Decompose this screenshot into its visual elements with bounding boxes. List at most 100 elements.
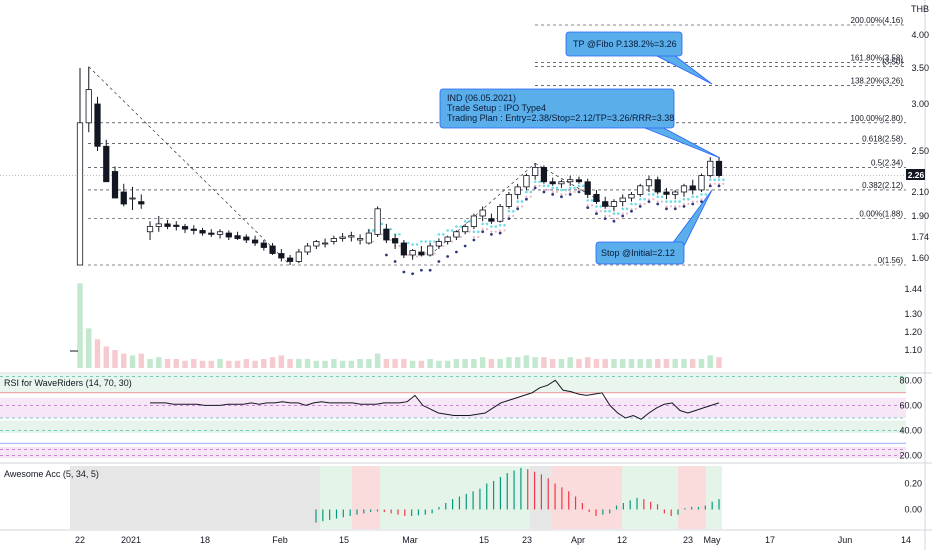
fib-label: 138.20%(3.26) — [851, 76, 904, 85]
volume-bar — [471, 359, 477, 368]
pink-dot — [709, 182, 712, 185]
tp-callout-text: TP @Fibo P.138.2%=3.26 — [573, 39, 677, 49]
cyan-dot — [713, 178, 716, 181]
candle-body — [523, 175, 530, 188]
pink-dot — [617, 217, 620, 220]
fib-label: 200.00%(4.16) — [851, 16, 904, 25]
candle-body — [672, 191, 679, 195]
candle-body — [313, 241, 320, 247]
stop-callout[interactable]: Stop @Initial=2.12 — [595, 189, 713, 265]
ao-bg-green — [380, 466, 530, 529]
candle-body — [190, 228, 197, 231]
volume-bar — [602, 359, 608, 368]
candle-body — [356, 238, 364, 241]
navy-dot — [665, 207, 668, 211]
cyan-dot — [498, 223, 502, 227]
candle-body — [76, 122, 84, 266]
rsi-line — [150, 379, 720, 420]
candle-body — [120, 191, 127, 205]
cyan-dot — [529, 190, 533, 194]
pink-dot — [472, 235, 476, 239]
volume-bar — [129, 355, 136, 368]
time-tick-label: 22 — [75, 535, 85, 545]
cyan-dot — [682, 197, 686, 201]
time-tick-label: 2021 — [121, 535, 141, 545]
candle-body — [234, 235, 241, 239]
volume-bar — [199, 360, 206, 368]
cyan-dot — [708, 178, 712, 181]
cyan-dot — [599, 205, 603, 208]
candle-body — [260, 242, 267, 248]
pink-dot — [691, 200, 694, 203]
pink-dot — [577, 188, 581, 192]
cyan-dot — [389, 227, 393, 231]
cyan-dot — [511, 209, 515, 213]
pink-dot — [450, 240, 454, 243]
candle-body — [208, 232, 215, 235]
volume-bar — [103, 346, 109, 368]
volume-bar — [287, 359, 293, 368]
volume-bar — [147, 359, 153, 368]
pink-dot — [433, 252, 436, 255]
volume-tick-label: 1.20 — [904, 327, 922, 337]
candle-body — [339, 236, 346, 239]
volume-bar — [506, 357, 512, 368]
candle-body — [111, 171, 119, 199]
pink-dot — [630, 207, 633, 210]
candle-body — [94, 103, 101, 147]
cyan-dot — [450, 229, 454, 232]
swing-line — [429, 163, 536, 256]
pink-dot — [595, 210, 598, 213]
cyan-dot — [472, 230, 476, 234]
plan-callout[interactable]: IND (06.05.2021) Trade Setup : IPO Type4… — [439, 88, 721, 159]
pink-dot — [722, 182, 725, 185]
candle-body — [654, 179, 661, 193]
candle-body — [85, 89, 92, 124]
pink-dot — [485, 228, 489, 231]
candle-body — [374, 208, 381, 235]
volume-bar — [523, 355, 530, 368]
pink-dot — [503, 229, 506, 232]
volume-bar — [488, 359, 495, 368]
navy-dot — [393, 260, 397, 263]
candle-body — [532, 166, 539, 176]
candle-body — [575, 179, 583, 183]
candle-body — [707, 160, 714, 177]
pink-dot — [507, 214, 511, 218]
cyan-dot — [568, 186, 572, 190]
volume-bar — [549, 359, 556, 368]
time-tick-label: 18 — [200, 535, 210, 545]
navy-dot — [682, 205, 686, 208]
ao-bg-green — [622, 466, 678, 529]
cyan-dot — [577, 184, 581, 188]
rsi-tick-label: 20.00 — [899, 451, 922, 461]
plan-callout-pointer — [639, 125, 721, 159]
volume-bar — [261, 359, 267, 368]
candle-body — [304, 245, 311, 253]
volume-bar — [278, 355, 285, 368]
ao-bg-red — [552, 466, 622, 529]
cyan-dot — [638, 197, 642, 201]
volume-bar — [637, 359, 643, 368]
pink-dot — [477, 235, 480, 239]
cyan-dot — [441, 233, 445, 236]
volume-bar — [418, 360, 425, 368]
volume-bar — [514, 357, 521, 368]
volume-bar — [331, 359, 337, 368]
volume-bar — [584, 357, 591, 368]
candle-body — [365, 232, 372, 244]
candle-body — [698, 175, 705, 191]
cyan-dot — [411, 243, 414, 246]
cyan-dot — [687, 197, 690, 201]
candle-body — [103, 145, 110, 183]
volume-bar — [296, 359, 302, 368]
candle-body — [278, 253, 285, 259]
candle-body — [462, 226, 469, 233]
volume-bar — [348, 360, 355, 368]
pink-dot — [652, 198, 655, 201]
tp-callout[interactable]: TP @Fibo P.138.2%=3.26 — [565, 31, 713, 85]
volume-bar — [217, 359, 223, 368]
cyan-dot — [507, 209, 511, 213]
cyan-dot — [634, 202, 638, 206]
